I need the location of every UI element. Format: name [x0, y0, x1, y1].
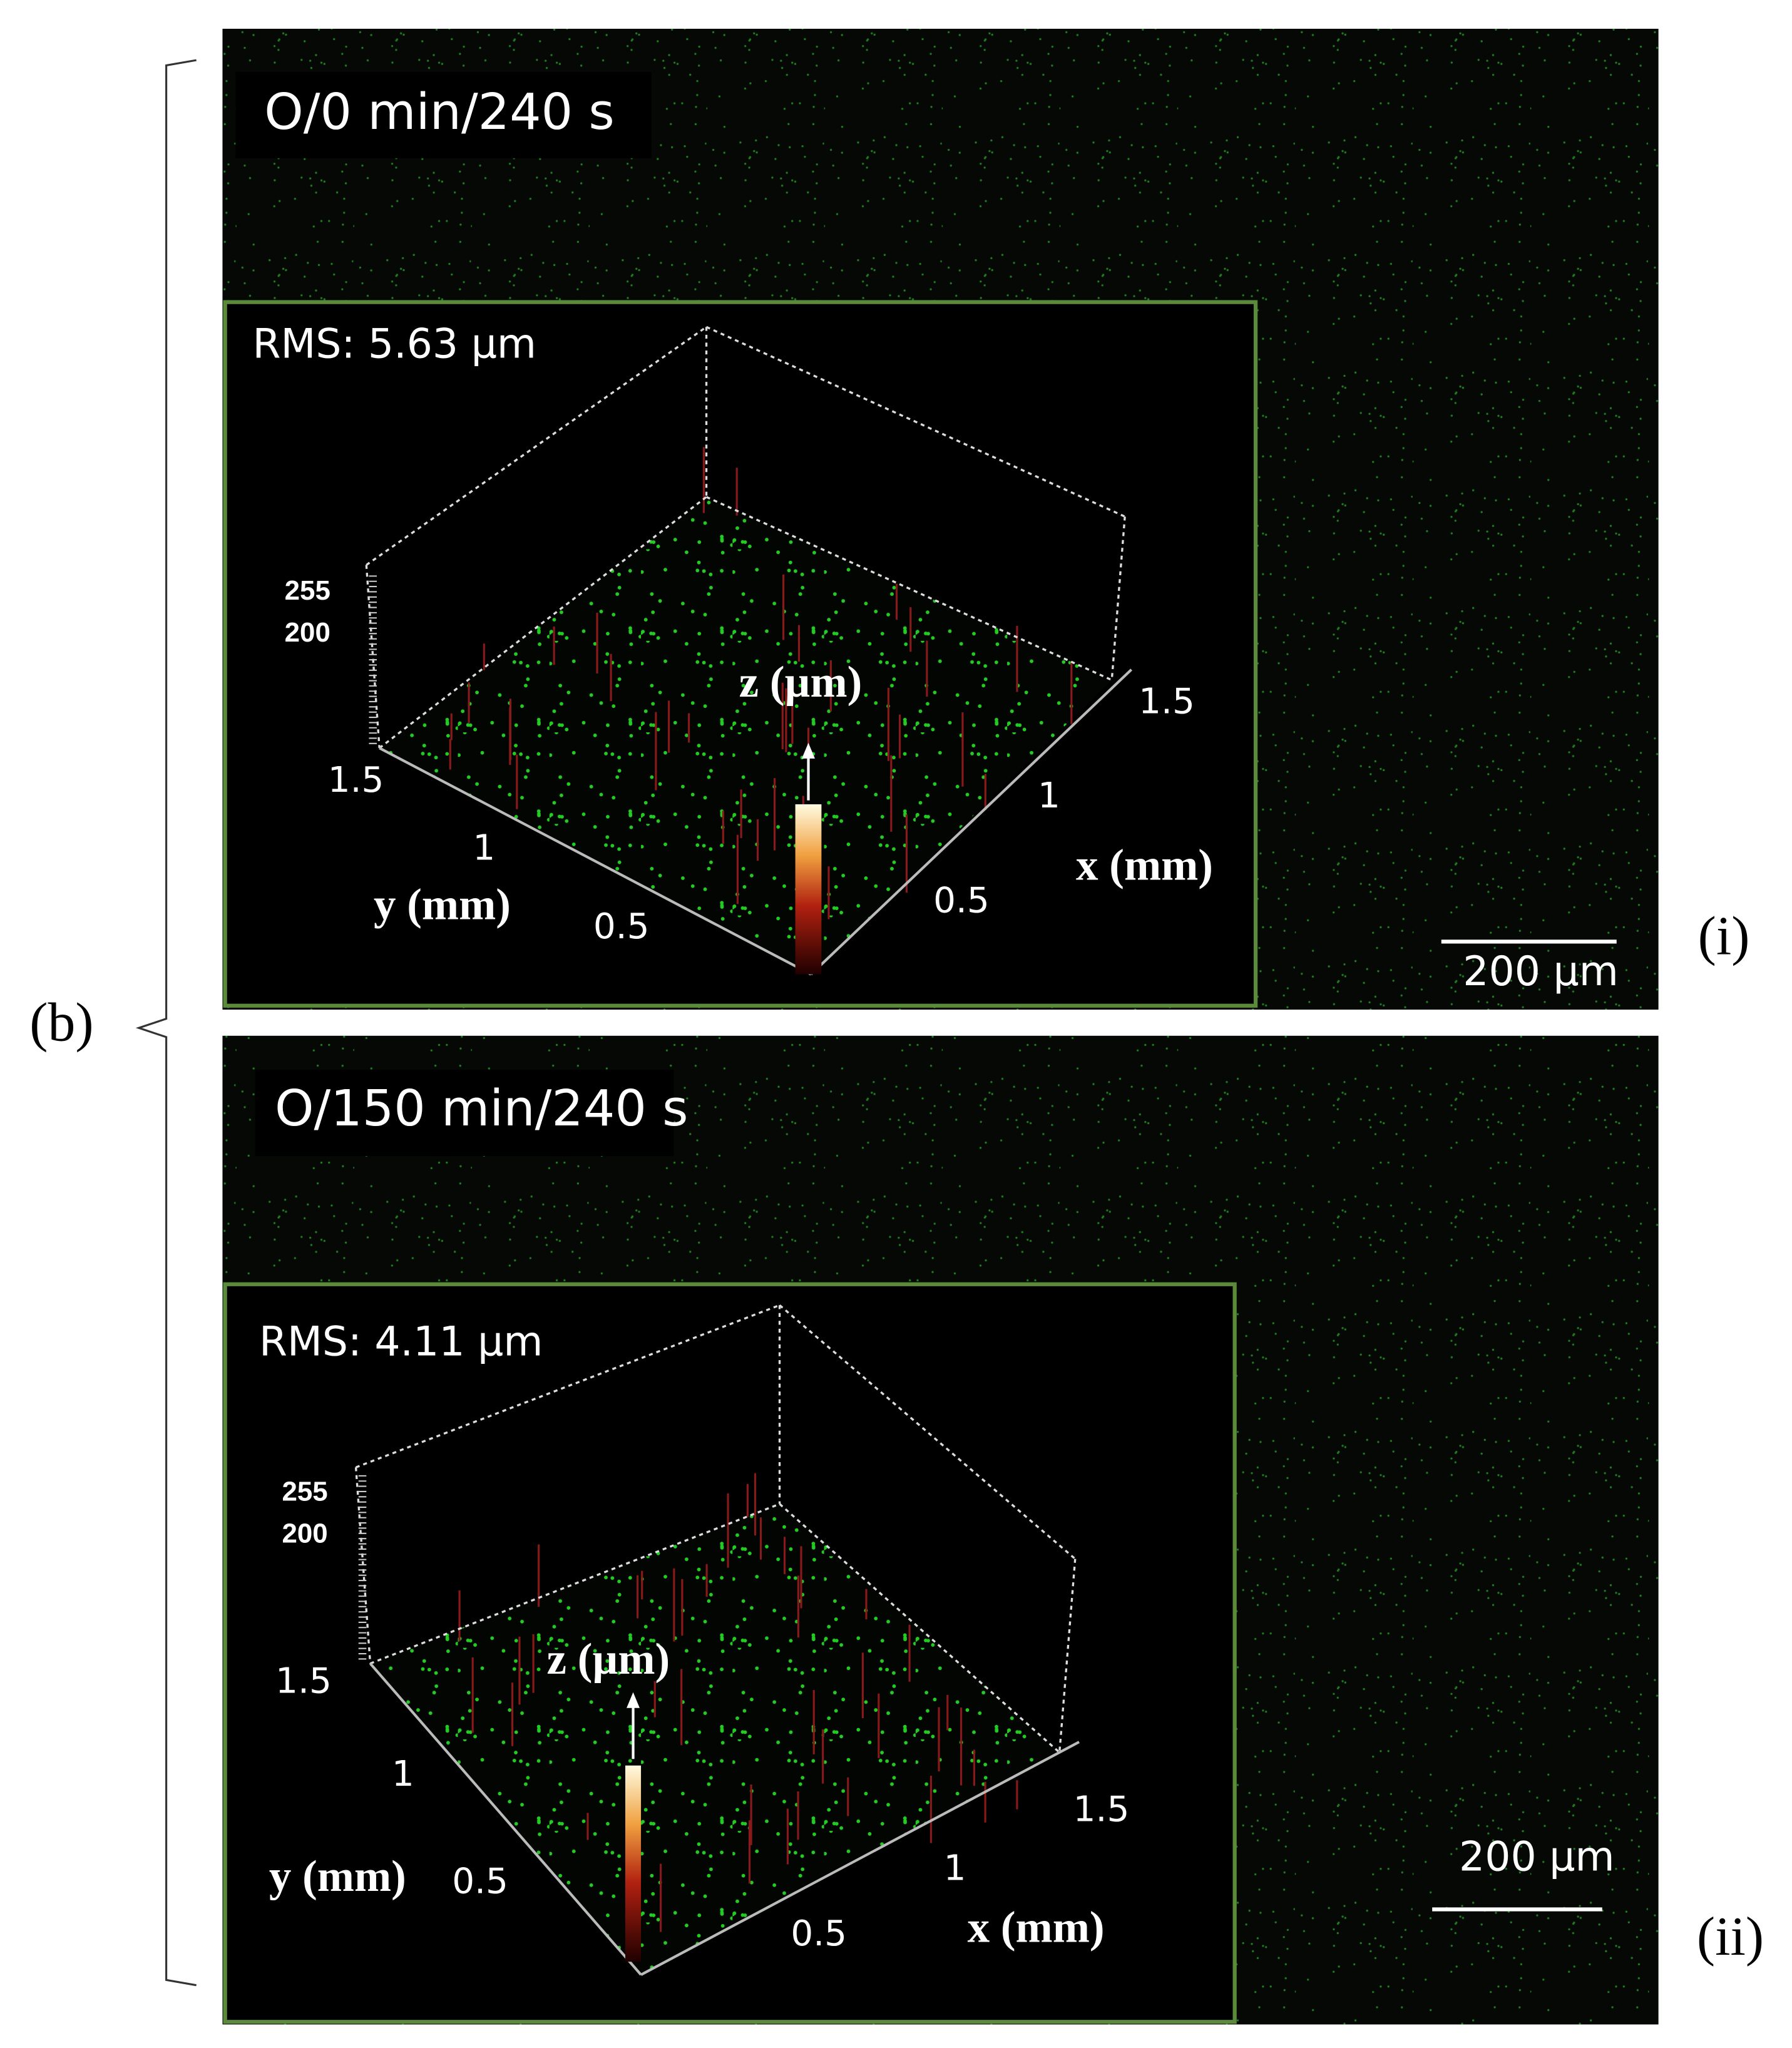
z-tick-label: 200	[282, 1518, 327, 1549]
box-edge	[1110, 516, 1126, 680]
panel-tag: (i)	[1698, 906, 1750, 966]
x-tick-label: 0.5	[933, 880, 990, 921]
y-tick-label: 1	[473, 828, 495, 869]
axis-line	[640, 1741, 1080, 1976]
box-edge	[779, 1304, 1076, 1560]
z-axis-label: z (µm)	[739, 658, 863, 707]
panel-tag: (ii)	[1697, 1906, 1764, 1967]
z-tick-label: 200	[285, 617, 330, 648]
box-edge	[354, 1467, 372, 1664]
box-edge	[1058, 1559, 1077, 1753]
box-edge	[355, 1304, 781, 1468]
y-axis-label: y (mm)	[374, 880, 511, 929]
panel: O/0 min/240 s RMS: 5.63 µm 255 200 1.5 1 0.5 1.…	[222, 28, 1750, 1010]
x-axis-label: x (mm)	[1076, 841, 1213, 890]
axis-line	[810, 668, 1133, 976]
x-tick-label: 1.5	[1073, 1789, 1130, 1830]
panel-label: O/150 min/240 s	[275, 1079, 688, 1137]
scale-bar-label: 200 µm	[1459, 1834, 1615, 1881]
floor	[379, 496, 1112, 975]
box-edge	[365, 565, 381, 749]
y-tick-label: 1.5	[275, 1661, 332, 1702]
arrow-head	[802, 742, 815, 759]
y-tick-label: 1	[392, 1754, 414, 1795]
panel: O/150 min/240 s RMS: 4.11 µm 255 200 1.5 1 0.5…	[222, 1035, 1764, 2025]
axis-line	[379, 747, 812, 976]
rms-label: RMS: 5.63 µm	[253, 320, 537, 367]
label-box	[235, 71, 652, 158]
rms-label: RMS: 4.11 µm	[259, 1318, 543, 1365]
x-tick-label: 1.5	[1139, 682, 1195, 722]
arrow-head	[627, 1692, 640, 1708]
z-axis-label: z (µm)	[547, 1635, 670, 1684]
y-tick-label: 1.5	[328, 760, 384, 801]
floor	[370, 1503, 1060, 1975]
box-edge	[369, 1503, 781, 1665]
axis-line	[369, 1662, 642, 1976]
label-box	[255, 1070, 674, 1157]
y-tick-label: 0.5	[593, 906, 650, 947]
colorbar	[795, 804, 822, 975]
z-tick-label: 255	[282, 1477, 327, 1507]
x-axis-label: x (mm)	[968, 1903, 1105, 1952]
box-edge	[366, 325, 707, 566]
panel-label: O/0 min/240 s	[264, 83, 614, 141]
figure-label: (b)	[29, 991, 93, 1052]
box-edge	[705, 325, 1125, 518]
box-edge	[705, 496, 1112, 682]
colorbar	[625, 1765, 642, 1962]
x-tick-label: 0.5	[791, 1913, 847, 1954]
box-edge	[379, 496, 707, 749]
scale-bar-label: 200 µm	[1463, 948, 1619, 995]
y-tick-label: 0.5	[452, 1861, 508, 1902]
x-tick-label: 1	[1038, 776, 1060, 816]
z-tick-label: 255	[285, 575, 330, 606]
x-tick-label: 1	[944, 1848, 966, 1888]
y-axis-label: y (mm)	[269, 1852, 406, 1901]
bracket	[135, 59, 197, 1987]
